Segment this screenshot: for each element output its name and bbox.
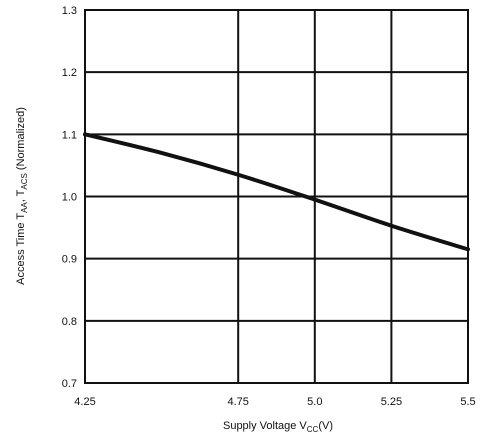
y-axis-label-part1: Access Time T	[15, 213, 27, 285]
plot-frame	[84, 9, 469, 384]
x-tick-labels: 4.25 4.75 5.0 5.25 5.5	[74, 396, 475, 408]
y-tick-label: 0.8	[62, 316, 77, 328]
y-axis-label-sub1: AA	[20, 202, 29, 213]
y-axis-label-part2: , T	[15, 189, 27, 202]
x-axis-label-sub: CC	[307, 425, 319, 434]
x-tick-label: 4.25	[74, 396, 95, 408]
y-tick-label: 1.2	[62, 67, 77, 79]
grid	[84, 9, 469, 384]
x-tick-label: 5.5	[460, 396, 475, 408]
y-tick-label: 1.1	[62, 129, 77, 141]
x-axis-label-tail: (V)	[318, 420, 333, 432]
y-tick-label: 1.3	[62, 5, 77, 17]
series-line	[83, 132, 470, 252]
y-tick-labels: 0.7 0.8 0.9 1.0 1.1 1.2 1.3	[62, 5, 77, 390]
x-tick-label: 5.0	[307, 396, 322, 408]
y-tick-label: 0.7	[62, 378, 77, 390]
y-tick-label: 0.9	[62, 254, 77, 266]
x-tick-label: 5.25	[381, 396, 402, 408]
y-tick-label: 1.0	[62, 192, 77, 204]
x-axis-label-main: Supply Voltage V	[223, 420, 307, 432]
y-axis-label-part3: (Normalized)	[15, 107, 27, 173]
x-tick-label: 4.75	[227, 396, 248, 408]
y-axis-label: Access Time TAA, TACS (Normalized)	[15, 107, 29, 285]
y-axis-label-sub2: ACS	[20, 173, 29, 189]
x-axis-label: Supply Voltage VCC(V)	[223, 420, 333, 434]
